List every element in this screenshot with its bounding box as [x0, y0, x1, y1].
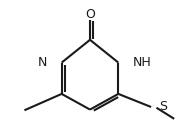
- Text: N: N: [38, 56, 47, 69]
- Text: O: O: [85, 8, 95, 21]
- Text: S: S: [159, 100, 167, 113]
- Text: NH: NH: [133, 56, 152, 69]
